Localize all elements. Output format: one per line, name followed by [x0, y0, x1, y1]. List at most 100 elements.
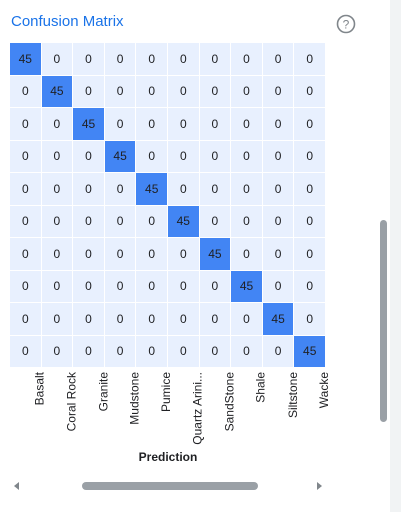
scroll-left-arrow-icon[interactable] — [14, 482, 19, 490]
matrix-cell: 0 — [73, 205, 105, 238]
x-tick-label: Coral Rock — [50, 372, 78, 442]
matrix-cell: 0 — [262, 238, 295, 271]
x-tick-label: Mudstone — [114, 372, 142, 442]
x-tick-label-text: Basalt — [32, 372, 47, 406]
matrix-cell: 45 — [104, 140, 137, 173]
matrix-cell: 0 — [168, 140, 200, 173]
x-tick-label: SandStone — [208, 372, 236, 442]
matrix-cell: 0 — [231, 205, 263, 238]
matrix-cell: 0 — [73, 303, 105, 336]
matrix-cell: 0 — [199, 140, 232, 173]
matrix-cell: 0 — [199, 173, 232, 206]
matrix-cell: 0 — [104, 205, 137, 238]
matrix-cell: 0 — [262, 205, 295, 238]
matrix-cell: 0 — [136, 335, 168, 368]
matrix-cell: 0 — [136, 270, 168, 303]
x-tick-label-text: Quartz Arini... — [190, 372, 205, 445]
matrix-cell: 0 — [294, 140, 326, 173]
matrix-cell: 0 — [41, 205, 74, 238]
matrix-cell: 0 — [231, 303, 263, 336]
matrix-cell: 0 — [41, 140, 74, 173]
x-axis-tick-labels: Basalt Coral Rock Granite Mudstone Pumice Qua… — [10, 372, 331, 445]
matrix-cell: 0 — [10, 205, 42, 238]
matrix-cell: 0 — [136, 205, 168, 238]
matrix-cell: 45 — [10, 43, 42, 76]
matrix-cell: 0 — [199, 75, 232, 108]
matrix-cell: 45 — [73, 108, 105, 141]
matrix-cell: 45 — [136, 173, 168, 206]
matrix-cell: 0 — [199, 335, 232, 368]
matrix-cell: 0 — [262, 173, 295, 206]
matrix-cell: 0 — [73, 75, 105, 108]
matrix-cell: 0 — [199, 205, 232, 238]
matrix-cell: 0 — [10, 335, 42, 368]
matrix-cell: 0 — [104, 108, 137, 141]
x-tick-label: Shale — [240, 372, 268, 442]
matrix-cell: 0 — [104, 303, 137, 336]
matrix-cell: 0 — [136, 108, 168, 141]
matrix-cell: 0 — [294, 270, 326, 303]
matrix-cell: 0 — [136, 75, 168, 108]
matrix-cell: 0 — [41, 43, 74, 76]
matrix-cell: 0 — [199, 43, 232, 76]
matrix-cell: 0 — [294, 108, 326, 141]
matrix-cell: 0 — [104, 75, 137, 108]
x-tick-label-text: Shale — [254, 372, 268, 403]
x-tick-label: Granite — [82, 372, 110, 442]
matrix-cell: 0 — [231, 173, 263, 206]
matrix-cell: 0 — [10, 238, 42, 271]
matrix-cell: 0 — [262, 140, 295, 173]
matrix-cell: 0 — [231, 238, 263, 271]
x-tick-label-text: Pumice — [159, 372, 174, 413]
matrix-cell: 0 — [41, 270, 74, 303]
x-tick-label-text: Siltstone — [285, 372, 300, 419]
matrix-cell: 0 — [262, 335, 295, 368]
matrix-cell: 0 — [41, 303, 74, 336]
horizontal-scrollbar[interactable] — [10, 478, 326, 494]
matrix-cell: 0 — [294, 238, 326, 271]
matrix-cell: 0 — [10, 270, 42, 303]
matrix-cell: 0 — [262, 270, 295, 303]
matrix-cell: 0 — [136, 140, 168, 173]
matrix-cell: 0 — [73, 270, 105, 303]
matrix-cell: 45 — [294, 335, 326, 368]
horizontal-scroll-thumb[interactable] — [82, 482, 258, 490]
matrix-cell: 0 — [136, 303, 168, 336]
matrix-cell: 0 — [10, 108, 42, 141]
x-axis-title: Prediction — [138, 450, 198, 464]
x-tick-label-text: SandStone — [222, 372, 237, 432]
matrix-cell: 45 — [262, 303, 295, 336]
matrix-cell: 45 — [231, 270, 263, 303]
matrix-cell: 0 — [199, 303, 232, 336]
matrix-cell: 0 — [231, 140, 263, 173]
matrix-cell: 0 — [104, 43, 137, 76]
matrix-cell: 0 — [168, 173, 200, 206]
x-tick-label: Quartz Arini... — [177, 372, 205, 445]
x-tick-label: Wacke — [303, 372, 331, 442]
matrix-cell: 0 — [168, 335, 200, 368]
vertical-scroll-thumb[interactable] — [380, 220, 387, 422]
matrix-cell: 0 — [168, 270, 200, 303]
matrix-cell: 0 — [199, 108, 232, 141]
matrix-cell: 0 — [294, 75, 326, 108]
x-tick-label: Pumice — [145, 372, 173, 442]
matrix-cell: 0 — [41, 108, 74, 141]
scroll-right-arrow-icon[interactable] — [317, 482, 322, 490]
matrix-cell: 0 — [104, 335, 137, 368]
matrix-cell: 0 — [10, 75, 42, 108]
matrix-cell: 0 — [10, 303, 42, 336]
matrix-cell: 0 — [231, 43, 263, 76]
vertical-scroll-track[interactable] — [390, 0, 401, 512]
matrix-cell: 0 — [168, 303, 200, 336]
matrix-cell: 0 — [41, 238, 74, 271]
matrix-cell: 45 — [41, 75, 74, 108]
matrix-cell: 0 — [294, 173, 326, 206]
matrix-cell: 0 — [41, 173, 74, 206]
matrix-cell: 0 — [231, 108, 263, 141]
matrix-cell: 0 — [262, 43, 295, 76]
matrix-cell: 0 — [136, 43, 168, 76]
matrix-cell: 0 — [168, 43, 200, 76]
help-circle-icon[interactable]: ? — [336, 14, 356, 34]
confusion-matrix-grid: 45 0 0 0 0 0 0 0 0 0 0 45 0 0 0 0 0 0 0 0 0 0 45 0 0 0 0 0 0 0 0 0 0 45 0 0… — [10, 43, 326, 368]
matrix-cell: 0 — [73, 238, 105, 271]
